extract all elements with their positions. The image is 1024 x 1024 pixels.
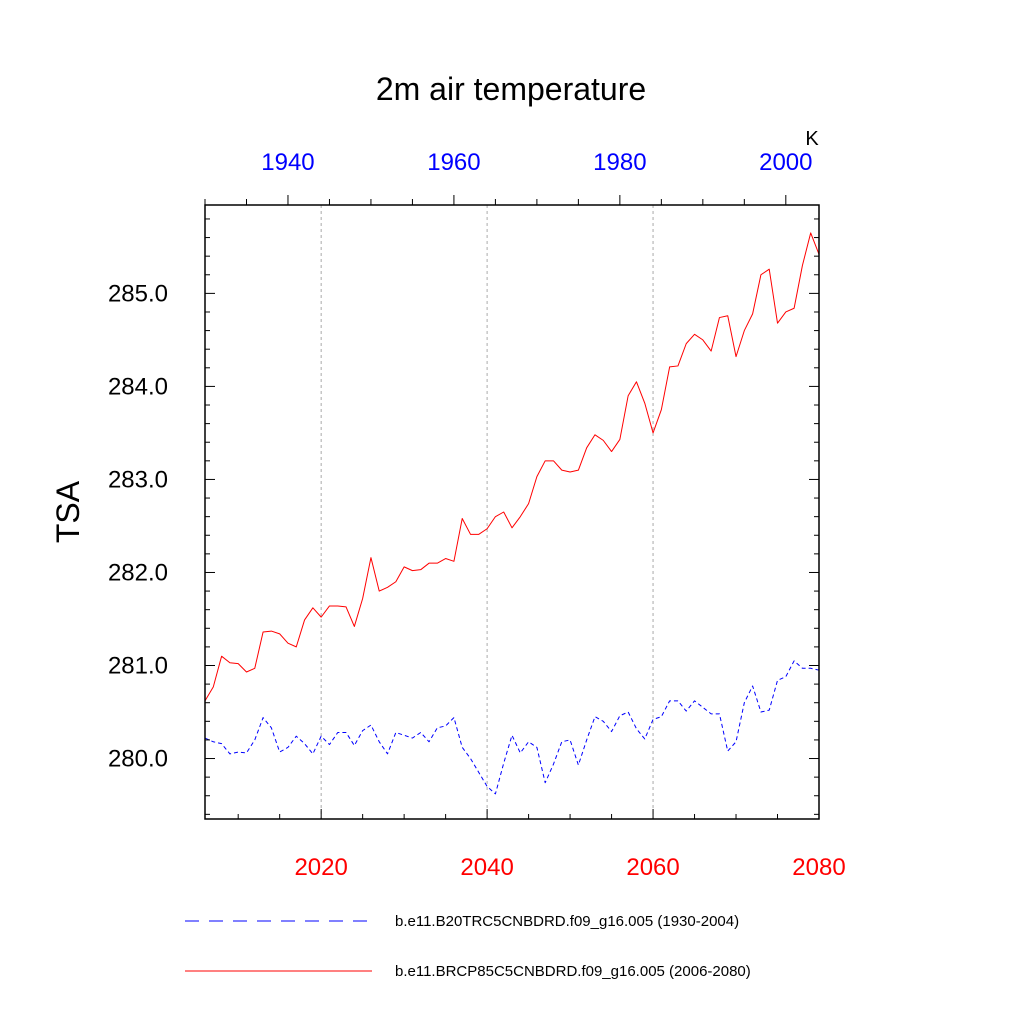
y-tick-label: 284.0: [108, 373, 168, 400]
series-line-rcp85: [204, 232, 820, 702]
legend-label-historical: b.e11.B20TRC5CNBDRD.f09_g16.005 (1930-20…: [395, 913, 739, 930]
gridlines: [320, 205, 654, 819]
axis-ticks: [204, 195, 820, 819]
legend-label-rcp85: b.e11.BRCP85C5CNBDRD.f09_g16.005 (2006-2…: [395, 963, 751, 980]
y-tick-label: 280.0: [108, 746, 168, 773]
y-axis-label: TSA: [50, 480, 86, 543]
y-tick-label: 282.0: [108, 559, 168, 586]
plot-frame: [204, 204, 820, 820]
y-tick-label: 281.0: [108, 653, 168, 680]
bottom-tick-label: 2040: [460, 854, 513, 881]
y-tick-label: 285.0: [108, 280, 168, 307]
bottom-tick-label: 2060: [626, 854, 679, 881]
top-tick-label: 1940: [261, 149, 314, 176]
chart-title: 2m air temperature: [376, 71, 646, 107]
units-label: K: [805, 128, 819, 150]
bottom-tick-label: 2020: [294, 854, 347, 881]
y-tick-label: 283.0: [108, 466, 168, 493]
series-lines: [204, 232, 820, 795]
top-tick-label: 1980: [593, 149, 646, 176]
top-tick-label: 2000: [759, 149, 812, 176]
series-line-historical: [204, 660, 820, 795]
tick-labels: 280.0 281.0 282.0 283.0 284.0 285.0 2020 2040 20…: [108, 149, 846, 881]
legend: b.e11.B20TRC5CNBDRD.f09_g16.005 (1930-20…: [185, 913, 751, 980]
top-tick-label: 1960: [427, 149, 480, 176]
bottom-tick-label: 2080: [792, 854, 845, 881]
